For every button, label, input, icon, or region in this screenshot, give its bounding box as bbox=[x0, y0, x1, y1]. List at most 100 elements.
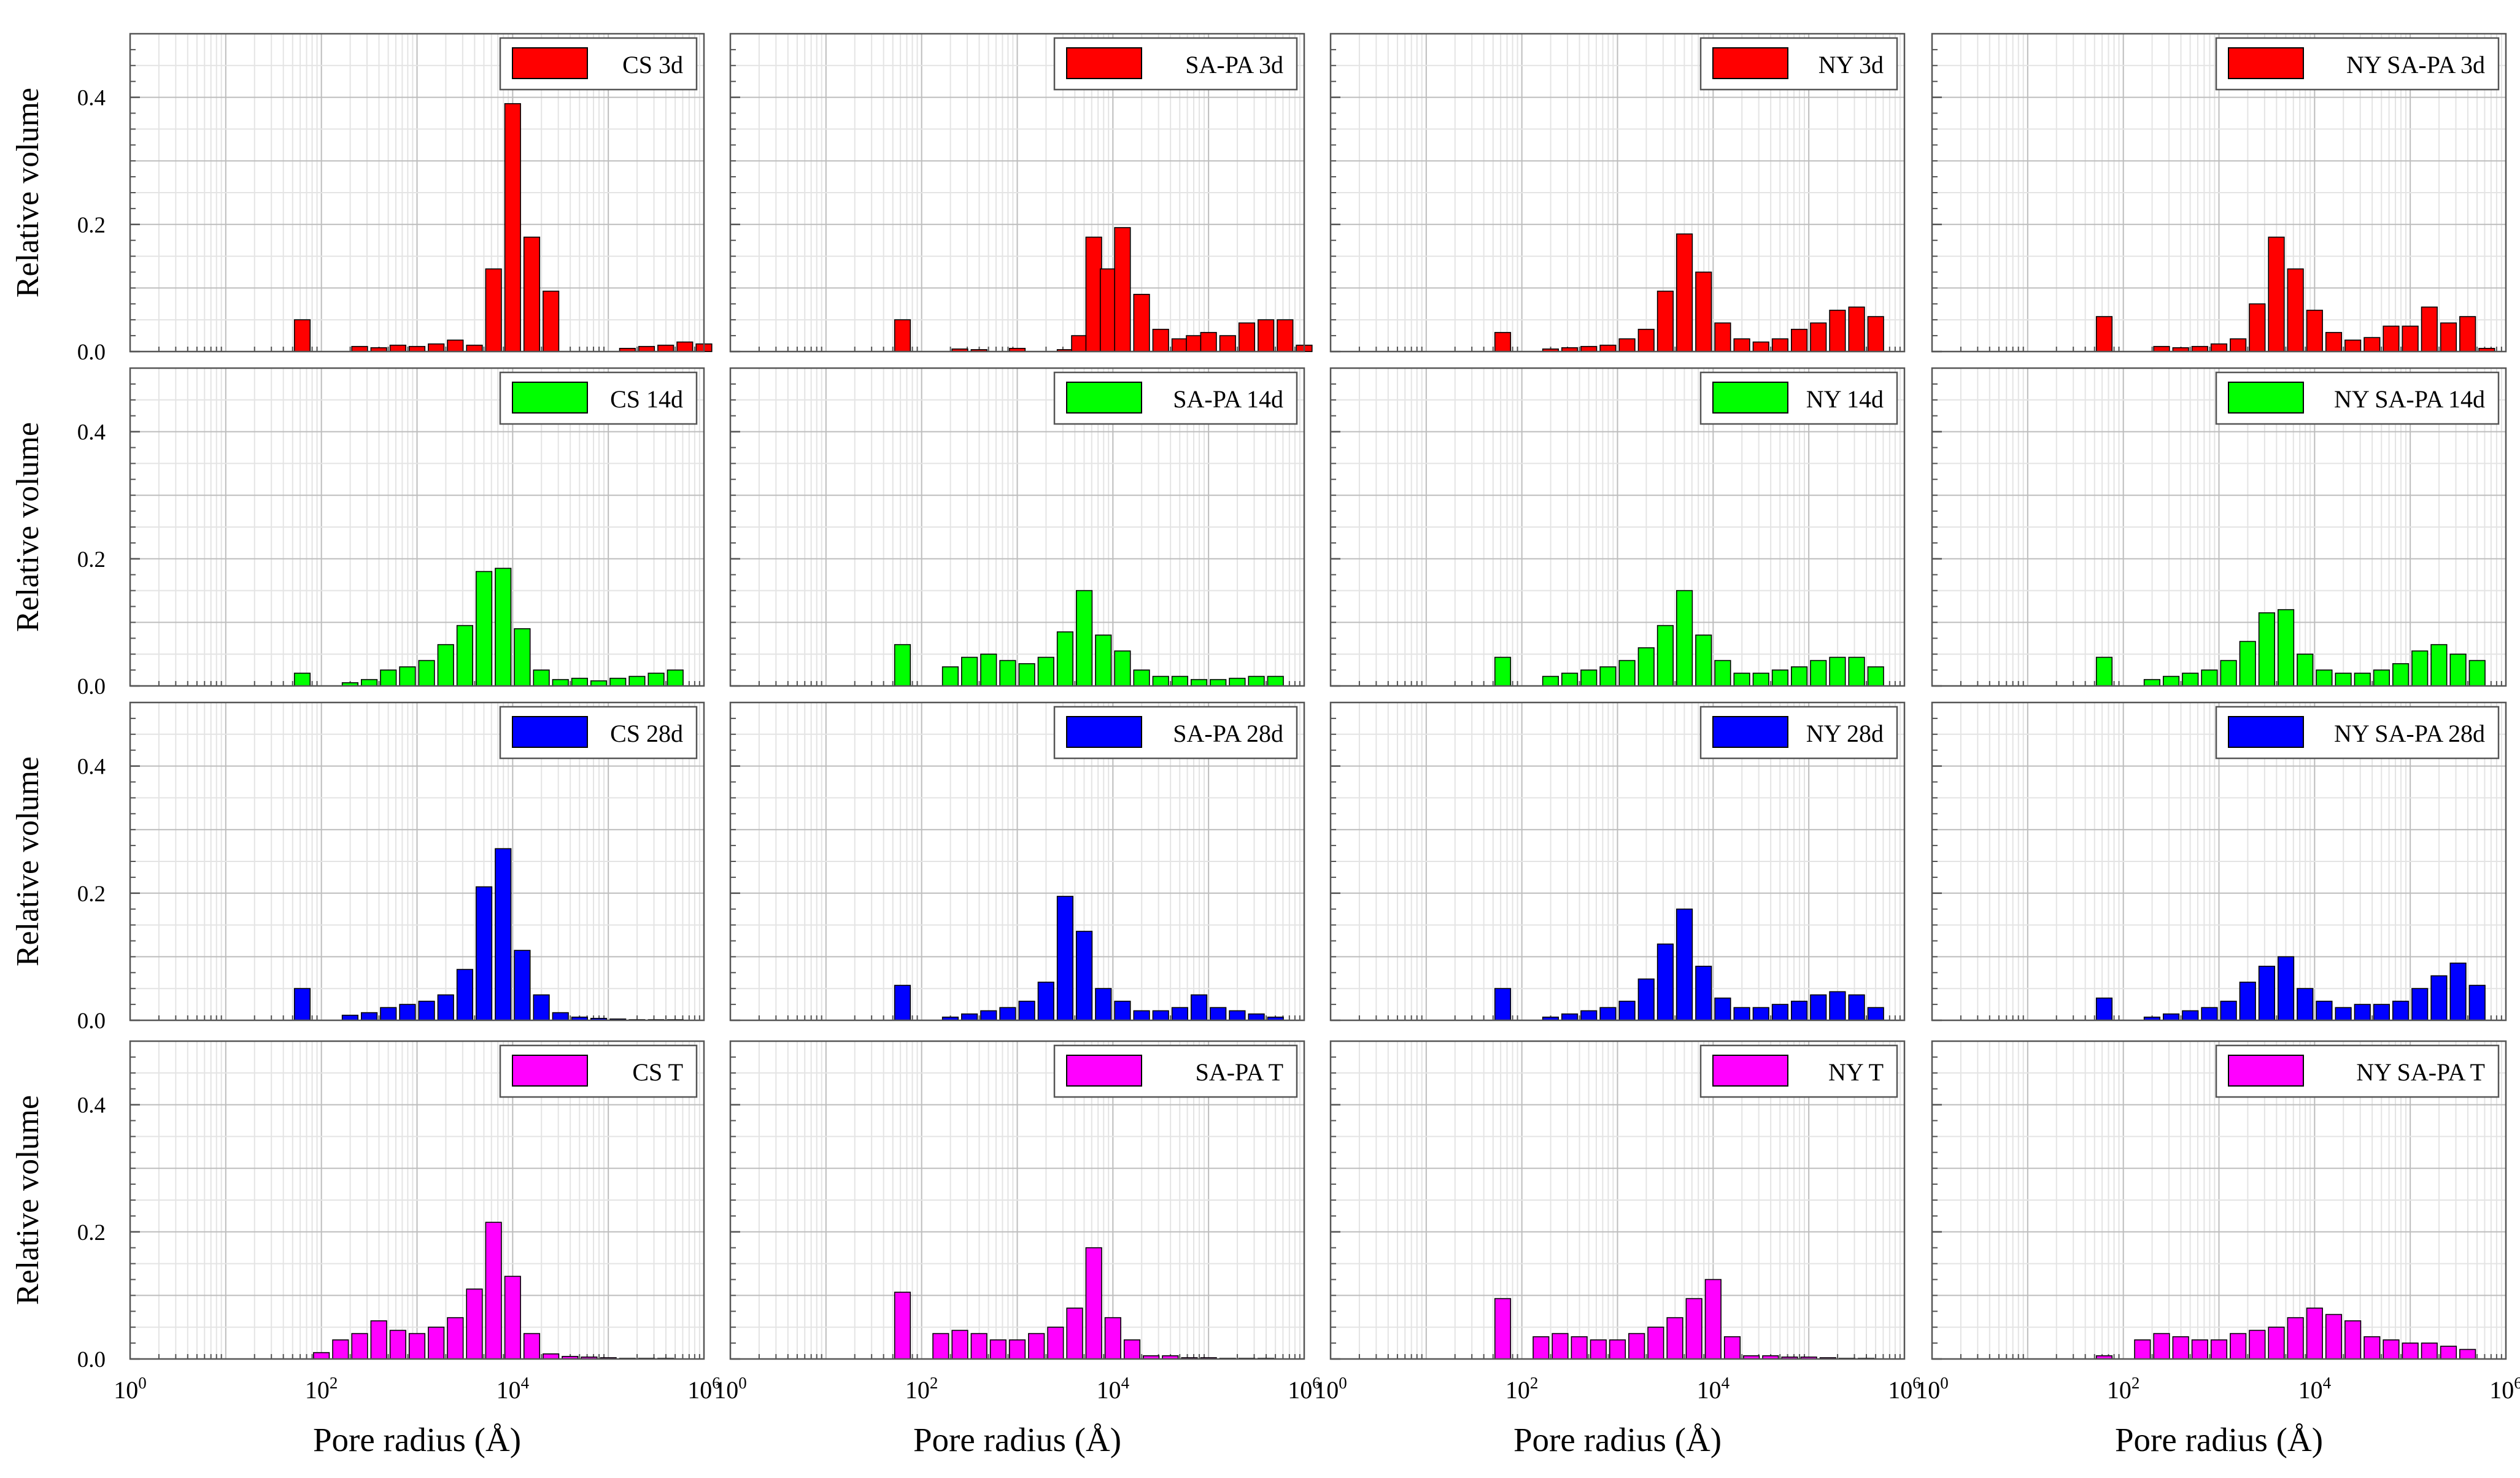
bar bbox=[514, 628, 531, 687]
bar bbox=[961, 656, 978, 687]
bar bbox=[1076, 590, 1093, 687]
bar bbox=[1258, 319, 1275, 352]
bar bbox=[447, 1317, 464, 1360]
bar bbox=[2297, 988, 2314, 1021]
x-tick-label: 100 bbox=[114, 1374, 147, 1404]
bar bbox=[1056, 896, 1073, 1021]
bar bbox=[2449, 962, 2467, 1021]
bar bbox=[1133, 1010, 1150, 1021]
bar bbox=[2258, 612, 2275, 687]
y-tick-label: 0.2 bbox=[77, 1220, 106, 1245]
bar bbox=[1829, 991, 1846, 1021]
bar bbox=[1666, 1317, 1683, 1360]
legend-swatch bbox=[512, 47, 588, 79]
bar bbox=[1152, 328, 1169, 352]
y-tick-label: 0.2 bbox=[77, 213, 106, 238]
bar bbox=[504, 1276, 521, 1360]
y-tick-label: 0.0 bbox=[77, 1009, 106, 1034]
bar bbox=[2239, 641, 2256, 687]
panel-ny-14d: NY 14d bbox=[1329, 367, 1906, 687]
bar bbox=[1085, 236, 1102, 352]
bar bbox=[2468, 660, 2486, 687]
bar bbox=[1848, 306, 1865, 352]
bar bbox=[293, 319, 311, 352]
y-axis-label: Relative volume bbox=[10, 88, 45, 298]
bar bbox=[2095, 316, 2113, 352]
legend-label: SA-PA T bbox=[1196, 1058, 1283, 1086]
bar bbox=[1186, 335, 1203, 352]
bar bbox=[1238, 322, 1256, 352]
bar bbox=[351, 1333, 368, 1360]
bar bbox=[1552, 1333, 1569, 1360]
bar bbox=[428, 343, 445, 352]
bar bbox=[2440, 1345, 2457, 1360]
plot-frame bbox=[1931, 701, 2507, 1022]
bar bbox=[1637, 647, 1655, 687]
bar bbox=[2421, 306, 2438, 352]
x-tick-label: 106 bbox=[687, 1374, 721, 1404]
bar bbox=[1829, 309, 1846, 352]
x-tick-label: 104 bbox=[1097, 1374, 1130, 1404]
bar bbox=[380, 1007, 397, 1021]
x-tick-label: 106 bbox=[2489, 1374, 2520, 1404]
bar bbox=[1704, 1279, 1722, 1360]
bar bbox=[466, 344, 483, 352]
bar bbox=[1561, 1013, 1579, 1021]
legend-swatch bbox=[512, 1055, 588, 1087]
bar bbox=[1676, 233, 1693, 352]
legend-label: NY 3d bbox=[1818, 51, 1884, 79]
legend-box bbox=[1699, 37, 1898, 91]
bar bbox=[1219, 335, 1236, 352]
bar bbox=[1618, 338, 1636, 352]
bar bbox=[951, 1330, 968, 1360]
bar bbox=[657, 344, 674, 352]
legend-swatch bbox=[1066, 1055, 1142, 1087]
plot-frame bbox=[729, 701, 1305, 1022]
bar bbox=[999, 1007, 1016, 1021]
bar bbox=[1867, 1007, 1884, 1021]
legend-swatch bbox=[2228, 47, 2304, 79]
bar bbox=[1171, 675, 1188, 687]
legend-label: SA-PA 14d bbox=[1173, 385, 1283, 413]
bar bbox=[1829, 656, 1846, 687]
bar bbox=[2373, 1004, 2390, 1021]
bar bbox=[2210, 1339, 2228, 1360]
bar bbox=[2220, 660, 2237, 687]
bar bbox=[1848, 656, 1865, 687]
bar bbox=[2392, 663, 2410, 687]
legend-label: NY 14d bbox=[1806, 385, 1884, 413]
bar bbox=[2383, 1339, 2400, 1360]
bar bbox=[389, 1330, 406, 1360]
bar bbox=[1771, 669, 1788, 687]
bar bbox=[1267, 675, 1284, 687]
bar bbox=[1542, 675, 1559, 687]
bar bbox=[1599, 666, 1617, 687]
bar bbox=[1171, 338, 1188, 352]
bar bbox=[1733, 672, 1750, 687]
bar bbox=[437, 994, 454, 1021]
bar bbox=[389, 344, 406, 352]
bar bbox=[1791, 666, 1808, 687]
legend-label: NY 28d bbox=[1806, 720, 1884, 747]
bar bbox=[1714, 660, 1731, 687]
panel-ny-28d: NY 28d bbox=[1329, 701, 1906, 1022]
x-tick-label: 102 bbox=[305, 1374, 338, 1404]
bar bbox=[533, 994, 550, 1021]
bar bbox=[476, 571, 493, 687]
bar bbox=[676, 341, 694, 352]
y-tick-label: 0.4 bbox=[77, 420, 106, 445]
bar bbox=[543, 290, 560, 352]
bar bbox=[447, 339, 464, 352]
bar bbox=[894, 985, 911, 1021]
panel-ny-t: NY T 100 102 104 106 Pore radius (Å) bbox=[1314, 1040, 1921, 1458]
bar bbox=[1494, 332, 1512, 352]
bar bbox=[647, 672, 665, 687]
bar bbox=[2449, 653, 2467, 687]
panel-ny-sa-pa-14d: NY SA-PA 14d bbox=[1931, 367, 2507, 687]
bar bbox=[1037, 982, 1054, 1021]
bar bbox=[2459, 316, 2476, 352]
x-tick-label: 104 bbox=[497, 1374, 530, 1404]
bar bbox=[1733, 338, 1750, 352]
bar bbox=[1277, 319, 1294, 352]
